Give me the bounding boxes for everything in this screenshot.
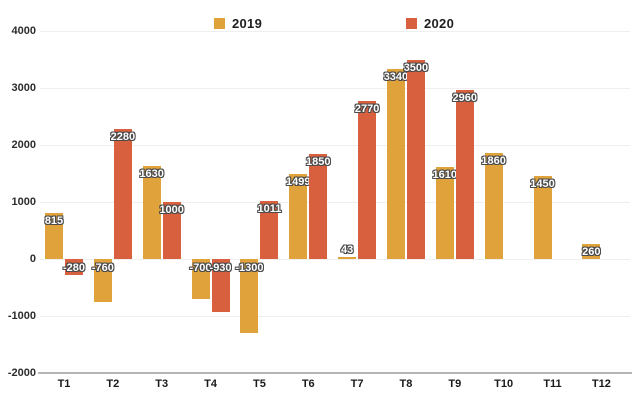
legend-swatch-2020-icon bbox=[406, 17, 417, 29]
bar-2020-T6 bbox=[309, 153, 328, 259]
bar-2019-T4 bbox=[191, 259, 210, 299]
bar-value-2020-T5: 1011 bbox=[257, 203, 282, 216]
bar-value-2019-T4: -700 bbox=[189, 262, 212, 274]
bar-2019-T8 bbox=[386, 68, 405, 259]
bar-value-2019-T2: -760 bbox=[91, 262, 114, 274]
bar-2019-T9 bbox=[435, 167, 454, 259]
x-axis-tick-T11: T11 bbox=[543, 378, 562, 390]
bar-2020-T2 bbox=[113, 129, 132, 259]
bar-value-2020-T1: -280 bbox=[62, 262, 86, 274]
y-axis-tick-4000: 4000 bbox=[11, 25, 36, 37]
bar-value-2020-T7: 2770 bbox=[354, 103, 380, 116]
bar-2019-T2 bbox=[93, 259, 112, 303]
gridline-0 bbox=[40, 259, 630, 260]
bar-2019-T10 bbox=[484, 152, 503, 259]
y-axis-tick-1000: 1000 bbox=[11, 196, 36, 208]
bar-2019-T1 bbox=[45, 212, 63, 259]
y-axis-tick-2000: 2000 bbox=[11, 139, 36, 151]
x-axis-tick-T10: T10 bbox=[494, 378, 514, 390]
legend-item-2020: 2020 bbox=[406, 15, 455, 31]
y-axis-tick-3000: 3000 bbox=[11, 82, 36, 94]
bar-2019-T5 bbox=[240, 259, 259, 334]
bar-2020-T8 bbox=[406, 59, 425, 259]
gridline--1000 bbox=[40, 316, 630, 317]
x-axis-tick-T4: T4 bbox=[204, 378, 217, 390]
x-axis-tick-T6: T6 bbox=[301, 378, 315, 390]
bar-value-2019-T6: 1499 bbox=[286, 175, 311, 188]
bar-value-2020-T4: -930 bbox=[209, 262, 232, 274]
bar-value-2020-T6: 1850 bbox=[306, 155, 331, 168]
bar-value-2019-T9: 1610 bbox=[432, 169, 458, 182]
gridline-2000 bbox=[40, 145, 630, 146]
bar-value-2019-T7: 43 bbox=[340, 243, 354, 256]
bar-2019-T3 bbox=[142, 166, 161, 259]
bar-2020-T4 bbox=[211, 259, 230, 312]
bar-value-2019-T10: 1860 bbox=[481, 154, 506, 167]
bar-2019-T11 bbox=[533, 176, 552, 259]
bar-2020-T9 bbox=[455, 90, 474, 259]
gridline-1000 bbox=[40, 202, 630, 203]
y-axis-tick--2000: -2000 bbox=[7, 367, 36, 379]
x-axis-tick-T2: T2 bbox=[106, 378, 120, 390]
x-axis-tick-T8: T8 bbox=[399, 378, 413, 390]
bar-2020-T5 bbox=[260, 201, 279, 259]
x-axis-tick-T7: T7 bbox=[350, 378, 364, 390]
bar-2019-T7 bbox=[338, 256, 357, 259]
x-axis-tick-T3: T3 bbox=[155, 378, 169, 390]
bar-value-2019-T8: 3340 bbox=[383, 70, 409, 83]
bar-value-2020-T2: 2280 bbox=[110, 131, 136, 144]
bar-value-2019-T12: 260 bbox=[582, 246, 601, 259]
legend-label-2020: 2020 bbox=[424, 15, 455, 31]
y-axis-tick--1000: -1000 bbox=[7, 310, 36, 322]
gridline-3000 bbox=[40, 88, 630, 89]
legend-item-2019: 2019 bbox=[214, 15, 263, 31]
bar-value-2019-T1: 815 bbox=[44, 214, 64, 227]
bar-value-2019-T11: 1450 bbox=[530, 178, 555, 191]
bar-value-2020-T3: 1000 bbox=[159, 204, 184, 216]
bar-2020-T3 bbox=[162, 202, 181, 259]
bar-2020-T1 bbox=[65, 259, 83, 275]
bar-value-2019-T5: -1300 bbox=[235, 262, 264, 274]
legend-label-2019: 2019 bbox=[232, 15, 263, 31]
bar-2019-T12 bbox=[582, 244, 601, 259]
x-axis-line bbox=[38, 372, 632, 374]
bar-value-2020-T8: 3500 bbox=[403, 61, 429, 74]
bar-2019-T6 bbox=[289, 173, 308, 259]
x-axis-tick-T1: T1 bbox=[57, 378, 71, 390]
bar-value-2019-T3: 1630 bbox=[139, 168, 164, 181]
bar-2020-T7 bbox=[358, 101, 377, 259]
legend-swatch-2019-icon bbox=[214, 17, 225, 29]
x-axis-tick-T5: T5 bbox=[252, 378, 266, 390]
x-axis-tick-T9: T9 bbox=[448, 378, 462, 390]
bar-value-2020-T9: 2960 bbox=[452, 92, 478, 105]
y-axis-tick-0: 0 bbox=[29, 253, 36, 265]
gridline-4000 bbox=[40, 31, 630, 32]
x-axis-tick-T12: T12 bbox=[591, 378, 611, 390]
